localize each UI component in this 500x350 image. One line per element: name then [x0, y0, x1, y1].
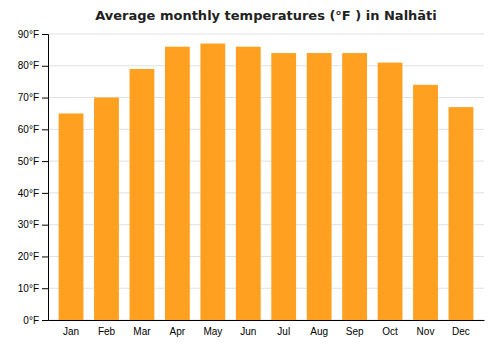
y-tick-mark — [42, 225, 48, 226]
y-tick: 30°F — [18, 219, 48, 230]
grid — [48, 34, 484, 320]
y-tick-mark — [42, 129, 48, 130]
x-tick-label: Mar — [133, 326, 151, 337]
x-tick-label: Sep — [346, 326, 364, 337]
bar — [307, 53, 332, 320]
y-tick-mark — [42, 98, 48, 99]
x-tick: Jun — [240, 320, 256, 337]
x-tick: Feb — [98, 320, 116, 337]
y-tick-mark — [42, 161, 48, 162]
bar — [449, 107, 474, 320]
y-tick-label: 30°F — [18, 219, 39, 230]
y-tick-label: 10°F — [18, 283, 39, 294]
y-tick-mark — [42, 320, 48, 321]
y-tick: 0°F — [23, 315, 48, 326]
y-tick: 90°F — [18, 29, 48, 40]
x-tick-label: Aug — [310, 326, 328, 337]
y-tick-label: 20°F — [18, 251, 39, 262]
grid-line — [48, 65, 484, 66]
y-tick-mark — [42, 256, 48, 257]
bar — [236, 47, 261, 320]
x-tick: May — [203, 320, 222, 337]
bar — [413, 85, 438, 320]
x-tick-label: Oct — [382, 326, 398, 337]
y-tick-mark — [42, 193, 48, 194]
y-tick: 40°F — [18, 188, 48, 199]
x-tick: Aug — [310, 320, 328, 337]
bar — [165, 47, 190, 320]
bar — [378, 63, 403, 320]
y-tick: 70°F — [18, 92, 48, 103]
bar — [200, 44, 225, 320]
y-tick-label: 60°F — [18, 124, 39, 135]
x-tick: Jul — [277, 320, 290, 337]
title: Average monthly temperatures (°F ) in Na… — [95, 8, 437, 23]
bar — [94, 98, 119, 320]
bar — [59, 113, 84, 320]
y-tick: 80°F — [18, 60, 48, 71]
y-tick: 20°F — [18, 251, 48, 262]
y-tick-label: 0°F — [23, 315, 39, 326]
y-tick-label: 70°F — [18, 92, 39, 103]
x-tick: Sep — [346, 320, 364, 337]
y-tick-mark — [42, 34, 48, 35]
bar — [271, 53, 296, 320]
grid-line — [48, 34, 484, 35]
x-tick-label: Apr — [170, 326, 186, 337]
x-tick: Jan — [63, 320, 79, 337]
y-axis-line — [42, 35, 49, 321]
x-tick: Apr — [170, 320, 186, 337]
x-tick-label: Jan — [63, 326, 79, 337]
x-tick-label: Dec — [452, 326, 470, 337]
x-tick-label: May — [203, 326, 222, 337]
y-tick-label: 40°F — [18, 188, 39, 199]
x-tick: Dec — [452, 320, 470, 337]
x-axis: Jan Feb Mar Apr May Jun Jul Aug Sep Oct Nov Dec — [49, 320, 485, 337]
plot: Jan Feb Mar Apr May Jun Jul Aug Sep Oct Nov Dec 0°F 1… — [18, 29, 485, 337]
y-tick-label: 50°F — [18, 156, 39, 167]
chart: Jan Feb Mar Apr May Jun Jul Aug Sep Oct Nov Dec 0°F 1… — [0, 0, 500, 350]
y-axis: 0°F 10°F 20°F 30°F 40°F 50°F 60°F 70°F 80°F 90°F — [18, 29, 49, 326]
y-tick: 50°F — [18, 156, 48, 167]
y-tick-label: 90°F — [18, 29, 39, 40]
y-tick-mark — [42, 288, 48, 289]
x-tick-label: Feb — [98, 326, 116, 337]
y-tick-mark — [42, 66, 48, 67]
bar — [342, 53, 367, 320]
y-tick: 10°F — [18, 283, 48, 294]
x-tick-label: Nov — [417, 326, 435, 337]
y-tick: 60°F — [18, 124, 48, 135]
bars — [59, 44, 474, 320]
x-tick: Nov — [417, 320, 435, 337]
x-tick-label: Jun — [240, 326, 256, 337]
x-tick: Mar — [133, 320, 151, 337]
bar — [130, 69, 155, 320]
x-tick-label: Jul — [277, 326, 290, 337]
x-tick: Oct — [382, 320, 398, 337]
y-tick-label: 80°F — [18, 60, 39, 71]
x-axis-line — [49, 320, 485, 321]
